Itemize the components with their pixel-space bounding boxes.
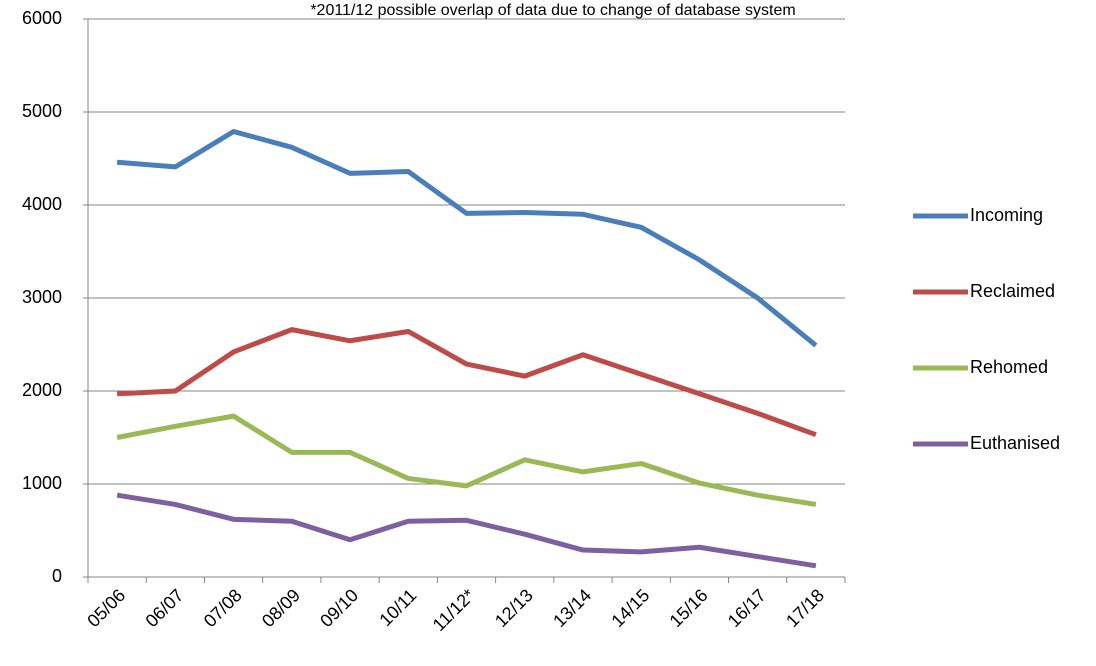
x-tick-label: 17/18 — [782, 585, 828, 631]
x-tick-label: 10/11 — [375, 585, 420, 630]
x-tick-label: 15/16 — [666, 585, 712, 631]
series-line — [116, 492, 817, 569]
x-tick-label: 13/14 — [549, 585, 595, 631]
x-tick-label: 06/07 — [142, 585, 188, 631]
y-tick-label: 6000 — [22, 8, 62, 28]
legend-label: Euthanised — [970, 433, 1060, 453]
y-tick-label: 5000 — [22, 101, 62, 121]
x-tick-label: 09/10 — [316, 585, 362, 631]
legend-label: Rehomed — [970, 357, 1048, 377]
x-tick-label: 11/12* — [429, 585, 479, 635]
series-line — [116, 327, 817, 438]
y-tick-label: 4000 — [22, 194, 62, 214]
legend-label: Reclaimed — [970, 281, 1055, 301]
x-tick-label: 16/17 — [724, 585, 770, 631]
x-tick-label: 07/08 — [200, 585, 246, 631]
x-tick-label: 12/13 — [491, 585, 537, 631]
y-tick-label: 2000 — [22, 380, 62, 400]
series-line — [116, 413, 817, 507]
series-line — [116, 129, 818, 348]
x-tick-label: 05/06 — [83, 585, 129, 631]
y-tick-label: 1000 — [22, 473, 62, 493]
y-tick-label: 3000 — [22, 287, 62, 307]
y-tick-label: 0 — [52, 566, 62, 586]
x-tick-label: 08/09 — [258, 585, 304, 631]
legend-label: Incoming — [970, 205, 1043, 225]
annotation: *2011/12 possible overlap of data due to… — [310, 2, 795, 19]
x-tick-label: 14/15 — [607, 585, 653, 631]
